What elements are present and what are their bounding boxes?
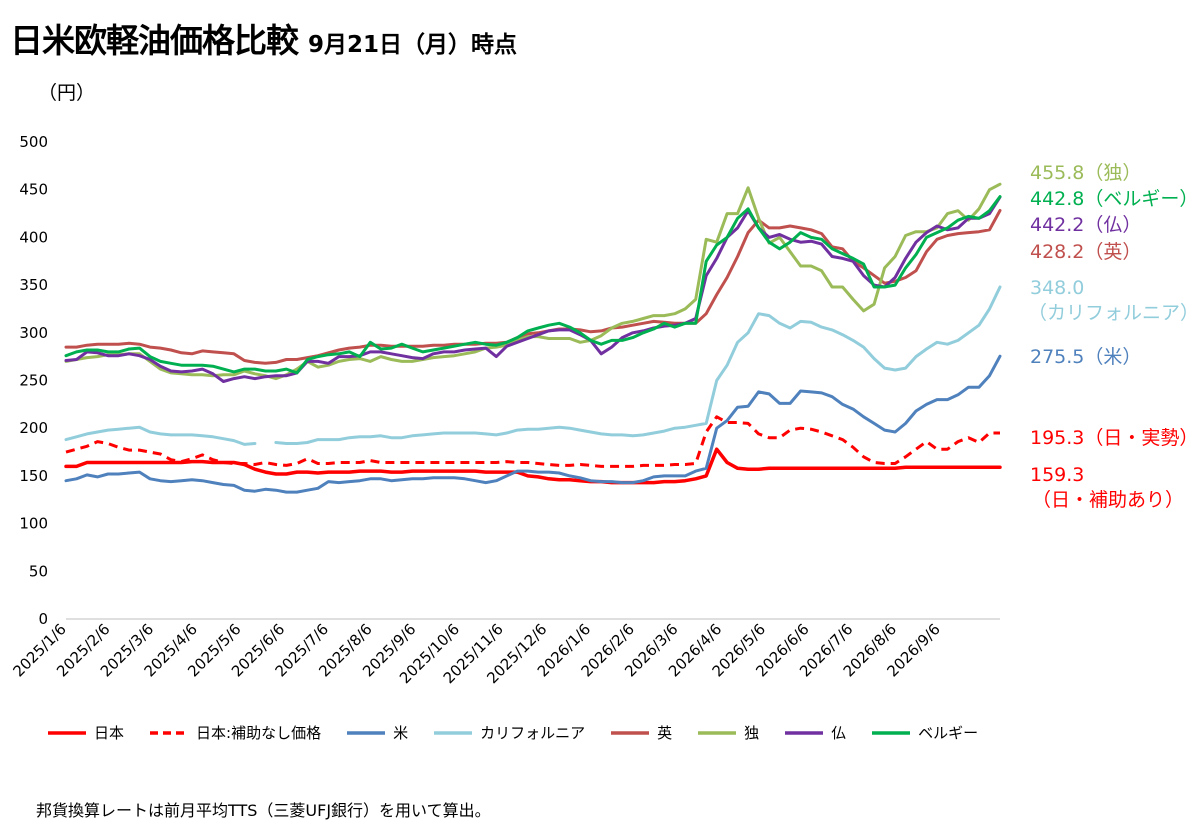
legend-item: カリフォルニア [432, 722, 585, 743]
series-line-5 [64, 182, 1002, 381]
legend-swatch [872, 730, 911, 735]
y-tick-label: 250 [19, 372, 48, 390]
chart-title-block: 日米欧軽油価格比較 9月21日（月）時点 [10, 14, 517, 62]
end-label-france: 442.2（仏） [1030, 214, 1142, 236]
legend-swatch [611, 730, 650, 735]
end-label-japan-subsidized-value: 159.3 [1030, 464, 1085, 486]
end-label-uk: 428.2（英） [1030, 241, 1142, 263]
chart-legend: 日本 日本:補助なし価格 米 カリフォルニア 英 独 仏 ベルギー [46, 722, 1002, 743]
chart-axes: 0501001502002503003504004505002025/1/620… [9, 133, 1000, 687]
y-tick-label: 0 [38, 610, 48, 628]
end-label-california-value: 348.0 [1030, 277, 1085, 299]
footnote: 邦貨換算レートは前月平均TTS（三菱UFJ銀行）を用いて算出。 [36, 801, 491, 820]
legend-label: 独 [744, 724, 760, 742]
series-line-1 [65, 415, 1000, 468]
legend-label: 米 [393, 724, 409, 742]
legend-label: 仏 [831, 724, 847, 742]
legend-swatch [698, 730, 737, 735]
legend-item: 日本 [46, 722, 124, 743]
legend-swatch [785, 730, 824, 735]
y-axis-unit-label: （円） [38, 82, 96, 104]
legend-swatch [347, 730, 386, 735]
legend-label: 英 [657, 724, 673, 742]
end-label-belgium: 442.8（ベルギー） [1030, 188, 1199, 210]
legend-label: 日本:補助なし価格 [196, 724, 322, 742]
y-tick-label: 400 [19, 228, 48, 246]
end-label-japan-subsidized-name: （日・補助あり） [1032, 489, 1185, 511]
legend-swatch [48, 730, 86, 735]
legend-swatch [434, 730, 473, 735]
legend-item: 仏 [783, 722, 846, 743]
legend-label: ベルギー [918, 724, 979, 742]
y-tick-label: 500 [19, 133, 48, 151]
line-chart: 0501001502002503003504004505002025/1/620… [9, 133, 1002, 687]
series-line-2 [64, 354, 1002, 494]
legend-item: 独 [696, 722, 759, 743]
chart-series-lines [64, 182, 1002, 494]
legend-swatch [150, 730, 189, 735]
end-label-japan-actual: 195.3（日・実勢） [1030, 427, 1199, 449]
y-tick-label: 350 [19, 276, 48, 294]
end-label-usa: 275.5（米） [1030, 346, 1142, 368]
y-tick-label: 450 [19, 181, 48, 199]
y-tick-label: 300 [19, 324, 48, 342]
y-tick-label: 150 [19, 467, 48, 485]
y-tick-label: 50 [29, 562, 48, 580]
y-tick-label: 200 [19, 419, 48, 437]
series-line-0 [64, 447, 1002, 485]
chart-title: 日米欧軽油価格比較 [10, 21, 299, 60]
legend-item: 日本:補助なし価格 [148, 722, 321, 743]
end-label-germany: 455.8（独） [1030, 162, 1142, 184]
legend-label: 日本 [94, 724, 125, 742]
legend-item: ベルギー [870, 722, 978, 743]
legend-label: カリフォルニア [480, 724, 586, 742]
series-line-3 [64, 285, 1002, 446]
series-line-6 [64, 195, 1002, 383]
legend-item: 英 [609, 722, 672, 743]
y-tick-label: 100 [19, 515, 48, 533]
legend-item: 米 [345, 722, 408, 743]
end-label-california-name: （カリフォルニア） [1028, 302, 1200, 324]
series-line-7 [64, 195, 1002, 375]
chart-subtitle: 9月21日（月）時点 [308, 32, 518, 58]
series-line-4 [64, 209, 1002, 365]
